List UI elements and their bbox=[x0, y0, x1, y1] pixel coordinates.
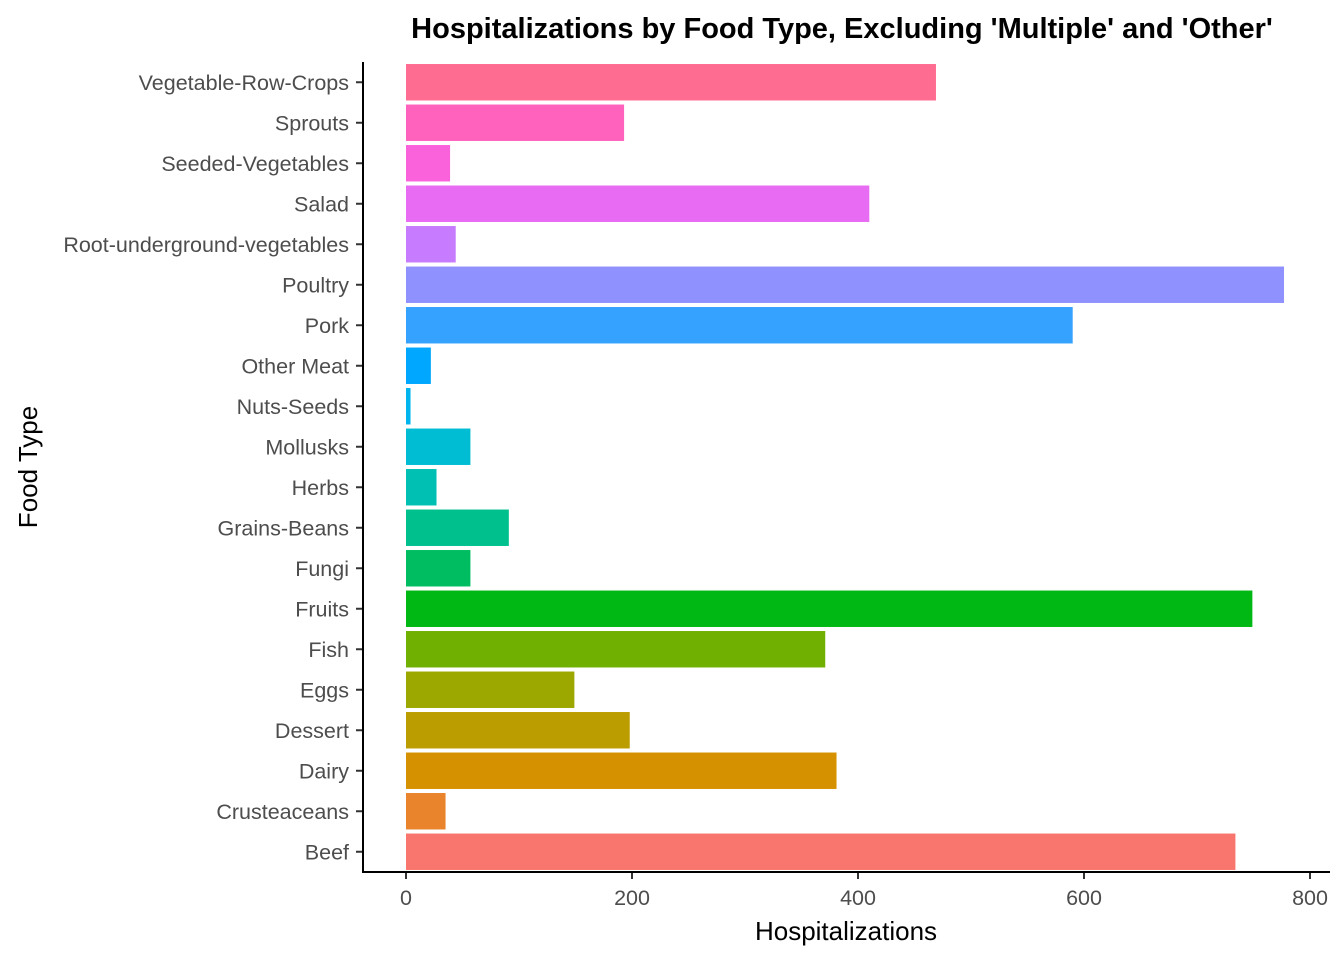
y-tick-label: Herbs bbox=[292, 476, 349, 500]
y-tick-label: Dairy bbox=[299, 759, 349, 783]
y-tick-label: Seeded-Vegetables bbox=[161, 152, 349, 176]
y-tick-label: Eggs bbox=[300, 678, 349, 702]
bar-vegetable-row-crops bbox=[406, 64, 936, 101]
y-tick-label: Fish bbox=[308, 638, 349, 662]
x-axis-ticks: 0 200 400 600 800 bbox=[400, 872, 1328, 910]
x-axis-title: Hospitalizations bbox=[755, 916, 937, 946]
y-tick-label: Root-underground-vegetables bbox=[63, 233, 349, 257]
bar-sprouts bbox=[406, 104, 625, 141]
x-tick-label: 200 bbox=[614, 886, 650, 910]
bar-fish bbox=[406, 631, 826, 668]
y-tick-label: Nuts-Seeds bbox=[237, 395, 349, 419]
x-tick-label: 600 bbox=[1066, 886, 1102, 910]
y-tick-label: Mollusks bbox=[265, 435, 349, 459]
bar-fungi bbox=[406, 550, 471, 587]
bar-herbs bbox=[406, 469, 437, 506]
bar-other-meat bbox=[406, 347, 431, 384]
y-tick-label: Other Meat bbox=[241, 354, 349, 378]
x-tick-label: 400 bbox=[840, 886, 876, 910]
y-tick-label: Poultry bbox=[282, 273, 349, 297]
y-tick-label: Crusteaceans bbox=[216, 800, 349, 824]
y-tick-label: Pork bbox=[305, 314, 349, 338]
bar-poultry bbox=[406, 266, 1285, 303]
bar-fruits bbox=[406, 590, 1253, 627]
y-tick-label: Beef bbox=[305, 840, 349, 864]
bar-dairy bbox=[406, 752, 837, 789]
bar-dessert bbox=[406, 712, 630, 749]
y-tick-label: Fruits bbox=[295, 597, 349, 621]
y-tick-label: Fungi bbox=[295, 557, 349, 581]
y-tick-label: Salad bbox=[294, 192, 349, 216]
bar-crusteaceans bbox=[406, 793, 446, 830]
y-axis-title: Food Type bbox=[13, 406, 43, 528]
bar-seeded-vegetables bbox=[406, 145, 451, 182]
bar-salad bbox=[406, 185, 870, 222]
bar-beef bbox=[406, 833, 1236, 870]
chart-title: Hospitalizations by Food Type, Excluding… bbox=[411, 13, 1273, 45]
y-tick-label: Dessert bbox=[275, 719, 349, 743]
bar-grains-beans bbox=[406, 509, 509, 546]
bars-group bbox=[406, 64, 1285, 870]
y-tick-label: Vegetable-Row-Crops bbox=[139, 71, 349, 95]
x-tick-label: 0 bbox=[400, 886, 412, 910]
bar-mollusks bbox=[406, 428, 471, 465]
bar-nuts-seeds bbox=[406, 388, 411, 425]
y-tick-label: Grains-Beans bbox=[218, 516, 349, 540]
y-tick-label: Sprouts bbox=[275, 111, 349, 135]
bar-pork bbox=[406, 307, 1073, 344]
y-axis-ticks: Beef Crusteaceans Dairy Dessert Eggs Fish Frui… bbox=[63, 71, 363, 864]
bar-eggs bbox=[406, 671, 575, 708]
x-tick-label: 800 bbox=[1292, 886, 1328, 910]
bar-root-underground-vegetables bbox=[406, 226, 456, 263]
